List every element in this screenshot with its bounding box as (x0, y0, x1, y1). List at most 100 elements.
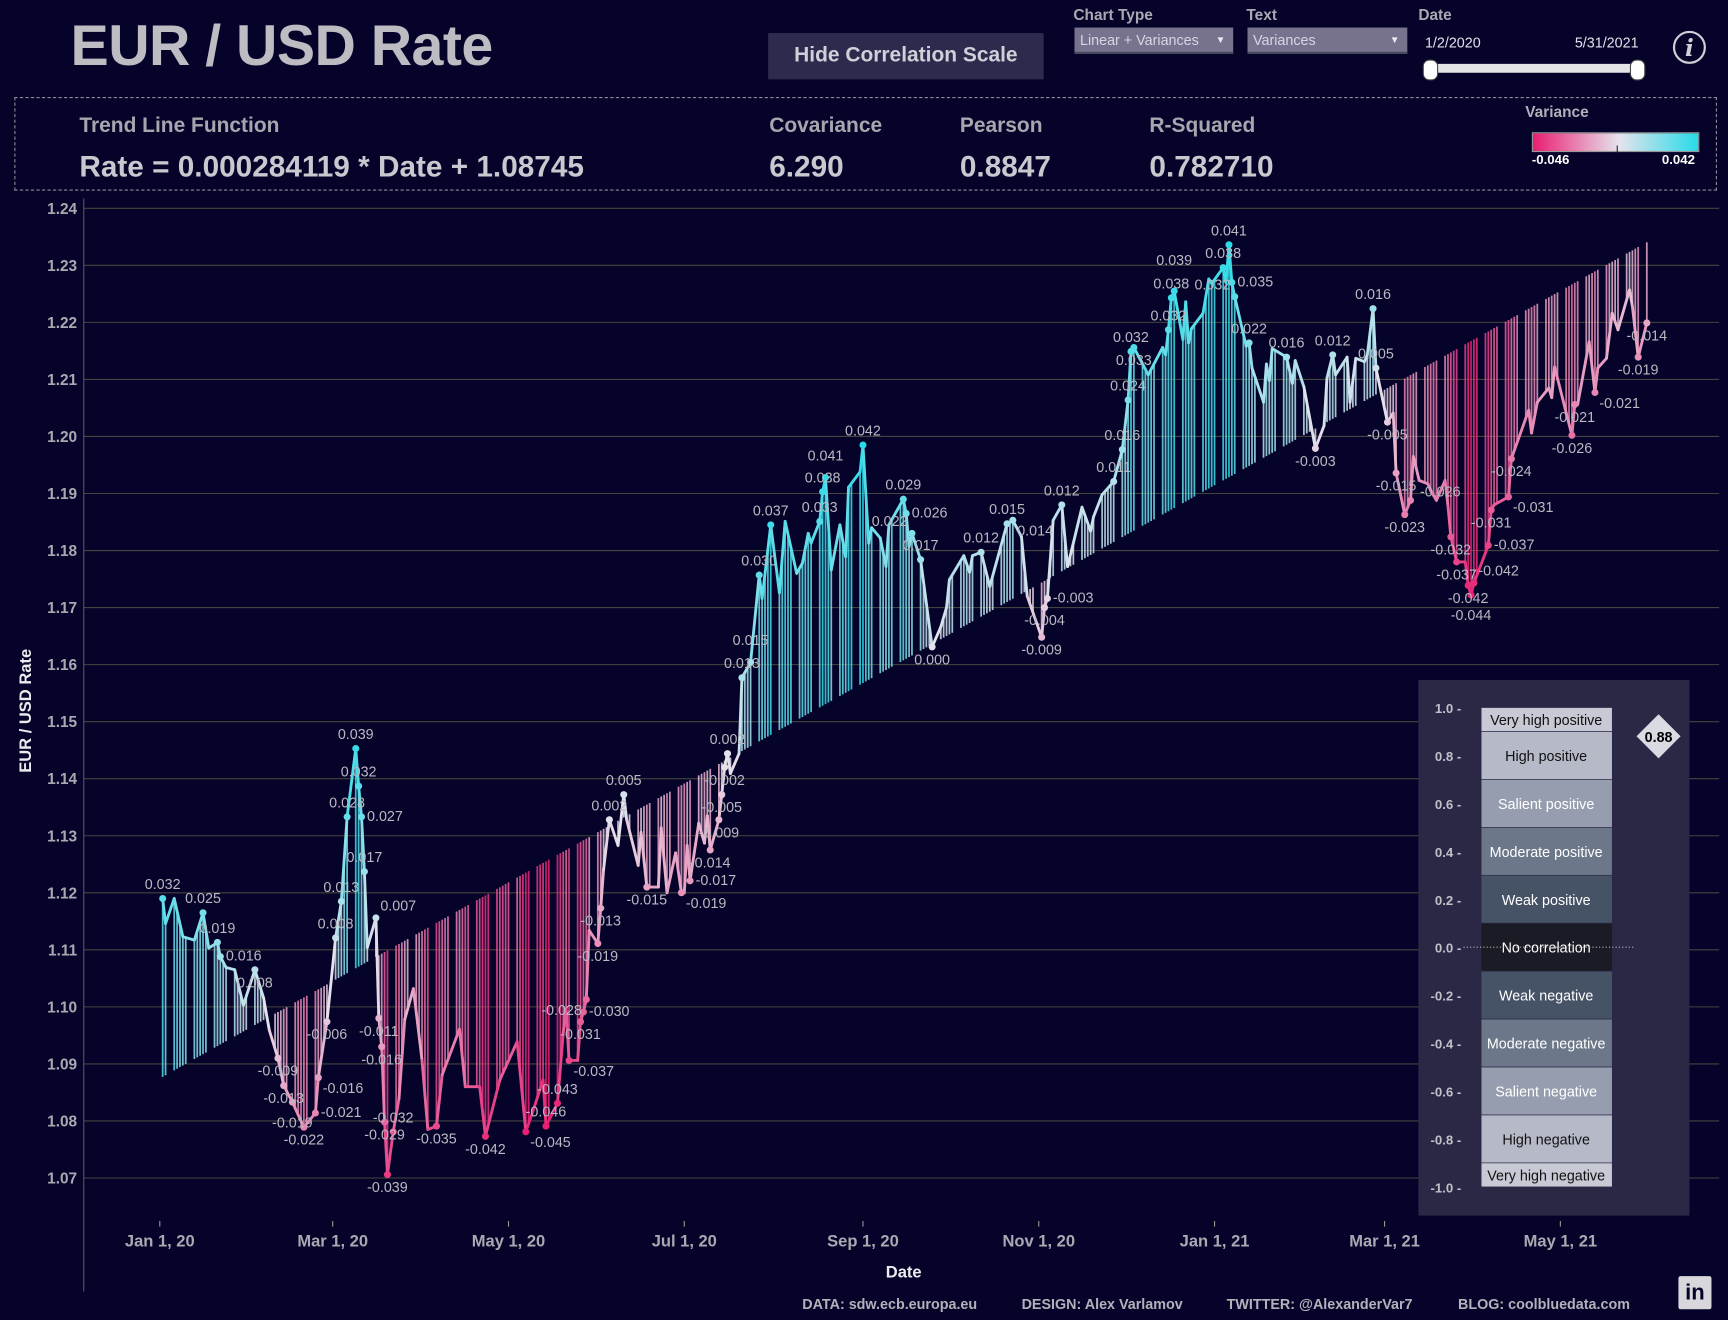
variance-label: 0.022 (872, 514, 908, 530)
date-range-slider[interactable] (1429, 63, 1639, 73)
footer-twitter[interactable]: TWITTER: @AlexanderVar7 (1226, 1295, 1413, 1313)
date-start-handle[interactable] (1422, 59, 1439, 81)
rate-line-segment (1472, 543, 1490, 585)
date-end-handle[interactable] (1629, 59, 1646, 81)
data-point (565, 1056, 573, 1065)
text-dropdown[interactable]: Variances ▼ (1247, 27, 1408, 54)
rate-line-segment (253, 968, 265, 1000)
data-point (1392, 469, 1400, 477)
rate-line-segment (576, 1020, 582, 1062)
correlation-tick-label: -0.4 - (1430, 1037, 1461, 1052)
variance-label: 0.012 (963, 531, 999, 547)
rate-line-segment (172, 897, 185, 939)
data-point (718, 791, 726, 799)
rate-line-segment (1435, 478, 1447, 502)
rate-line-segment (1630, 304, 1640, 359)
rate-line-segment (829, 523, 842, 572)
correlation-tick-label: 0.8 - (1435, 749, 1461, 764)
data-point (1231, 293, 1239, 301)
footer-design: DESIGN: Alex Varlamov (1021, 1295, 1183, 1313)
correlation-tick-label: 1.0 - (1435, 701, 1461, 716)
rate-line-segment (515, 1040, 528, 1134)
variance-label: 0.032 (1194, 277, 1230, 293)
data-point (481, 1132, 489, 1140)
rate-line-segment (325, 936, 338, 1024)
variance-label: 0.030 (741, 554, 777, 570)
variance-label: -0.042 (465, 1142, 506, 1158)
rate-line-segment (1636, 321, 1649, 359)
rsquared-label: R-Squared (1149, 114, 1256, 138)
variance-label: -0.031 (1471, 516, 1512, 532)
x-tick-label: Mar 1, 20 (297, 1231, 368, 1250)
variance-label: 0.033 (1116, 353, 1152, 369)
chart-type-dropdown[interactable]: Linear + Variances ▼ (1074, 27, 1234, 54)
rate-line-segment (1132, 346, 1150, 377)
y-tick-label: 1.20 (47, 429, 77, 446)
data-point (1040, 604, 1049, 612)
rate-line-segment (362, 870, 369, 949)
data-point (213, 938, 221, 946)
rate-line-segment (824, 476, 833, 572)
rate-line-segment (420, 1059, 430, 1131)
variance-label: 0.011 (1096, 460, 1131, 476)
text-value: Variances (1253, 31, 1316, 48)
variance-min: -0.046 (1531, 152, 1570, 168)
data-point (715, 816, 723, 824)
info-icon[interactable]: i (1672, 30, 1706, 64)
date-end: 5/31/2021 (1574, 34, 1639, 51)
rate-line-segment (599, 867, 606, 910)
y-tick-label: 1.11 (48, 942, 78, 959)
linkedin-icon[interactable]: in (1678, 1276, 1712, 1310)
rate-line-segment (688, 821, 701, 883)
variance-label: -0.045 (530, 1135, 571, 1151)
data-point (553, 1099, 562, 1107)
footer-blog[interactable]: BLOG: coolbluedata.com (1457, 1295, 1630, 1313)
variance-label: 0.000 (914, 652, 950, 668)
variance-label: -0.013 (580, 914, 621, 930)
data-point (1470, 579, 1478, 587)
rate-line-segment (478, 1085, 487, 1138)
rate-line-segment (783, 520, 799, 575)
data-point (1329, 351, 1337, 359)
trend-label: Trend Line Function (79, 114, 280, 138)
variance-label: -0.026 (1420, 485, 1461, 501)
y-tick-label: 1.18 (47, 543, 77, 560)
variance-label: -0.042 (1478, 564, 1519, 580)
y-tick-label: 1.24 (47, 201, 77, 218)
data-point (357, 813, 366, 821)
data-point (859, 441, 867, 449)
x-tick-label: Jan 1, 21 (1180, 1231, 1250, 1250)
variance-label: 0.002 (591, 798, 627, 814)
rate-line-segment (988, 522, 1009, 588)
rate-line-segment (541, 1078, 548, 1128)
data-point (706, 846, 714, 854)
data-point (1383, 418, 1391, 426)
rate-line-segment (1391, 411, 1398, 475)
rate-line-segment (639, 830, 649, 889)
variance-label: 0.032 (145, 877, 181, 893)
rate-line-segment (241, 968, 257, 1007)
variance-label: -0.030 (589, 1004, 630, 1020)
variance-label: -0.006 (307, 1027, 348, 1043)
data-point (767, 521, 775, 529)
variance-label: -0.015 (627, 893, 668, 909)
rate-line-segment (1550, 365, 1557, 400)
data-point (323, 1018, 331, 1026)
hide-correlation-scale-button[interactable]: Hide Correlation Scale (768, 33, 1044, 80)
variance-label: 0.016 (1355, 287, 1391, 303)
variance-label: 0.022 (1231, 321, 1267, 337)
rate-line-segment (1605, 311, 1614, 360)
rate-line-segment (161, 897, 167, 926)
x-axis-title: Date (886, 1262, 922, 1281)
data-point (928, 643, 936, 651)
variance-label: 0.014 (1017, 524, 1053, 540)
rate-line-segment (374, 916, 381, 1020)
correlation-level-label: Weak positive (1502, 893, 1591, 909)
y-tick-label: 1.16 (47, 657, 77, 674)
data-point (251, 966, 259, 974)
rate-line-segment (1060, 503, 1070, 568)
rate-line-segment (1285, 355, 1294, 385)
correlation-tick-label: -0.8 - (1430, 1132, 1461, 1147)
rate-line-segment (1112, 448, 1124, 483)
variance-label: -0.022 (284, 1133, 325, 1149)
